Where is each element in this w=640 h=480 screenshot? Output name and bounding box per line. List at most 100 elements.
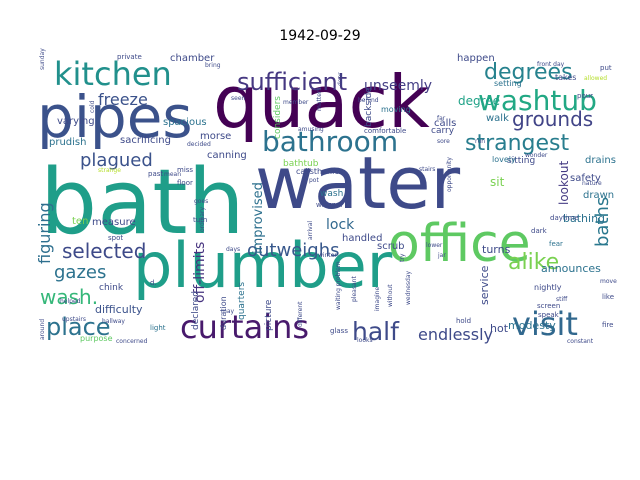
word-spot: spot: [108, 234, 123, 242]
word-sore: sore: [437, 138, 450, 145]
word-strangest: strangest: [465, 131, 570, 156]
word-office: office: [388, 214, 531, 274]
word-duration: duration: [219, 296, 228, 330]
word-backside: backside: [364, 87, 374, 127]
word-kitchen: kitchen: [54, 55, 172, 93]
word-lower: lower: [426, 242, 443, 249]
word-setting: setting: [494, 79, 522, 88]
word-handled: handled: [342, 233, 382, 244]
word-figuring: figuring: [35, 202, 54, 264]
word-quarters: quarters: [237, 282, 247, 320]
word-d: d.: [150, 279, 157, 287]
word-scrub: scrub: [377, 241, 405, 252]
word-daytime: daytime: [550, 214, 579, 222]
word-water: water: [255, 141, 461, 225]
word-improvised: improvised: [251, 182, 266, 254]
word-try: try: [399, 253, 406, 262]
word-jar: jar: [437, 252, 446, 259]
word-front-day: front day: [537, 61, 565, 68]
word-matters: matters: [316, 87, 323, 111]
word-screen: screen: [537, 302, 560, 310]
word-unseemly: unseemly: [364, 78, 432, 94]
word-half: half: [352, 317, 400, 346]
word-plagued: plagued: [80, 150, 153, 171]
word-carry: carry: [431, 126, 455, 136]
word-takes: takes: [555, 73, 576, 82]
word-comfortable: comfortable: [364, 127, 406, 135]
word-hold: hold: [456, 317, 471, 325]
word-varying: varying: [57, 116, 95, 127]
word-without: without: [387, 284, 394, 307]
word-sufficient: sufficient: [237, 68, 347, 96]
word-wash: wash: [320, 189, 343, 199]
word-morse: morse: [200, 131, 231, 142]
word-pleasant: pleasant: [351, 276, 358, 302]
word-bathroom: bathroom: [262, 125, 398, 158]
word-chink: chink: [99, 283, 124, 293]
word-declared: declared: [191, 291, 201, 330]
word-service: service: [478, 265, 491, 305]
word-washtub: washtub: [478, 84, 597, 117]
word-lookout: lookout: [557, 161, 571, 205]
word-pipes: pipes: [37, 83, 193, 151]
word-drains: drains: [585, 155, 616, 166]
word-strange: strange: [98, 167, 121, 174]
word-allowed: allowed: [584, 75, 607, 82]
word-member: member: [283, 99, 309, 106]
word-sit: sit: [490, 175, 505, 189]
word-considers: considers: [273, 96, 283, 139]
word-upstairs: upstairs: [62, 316, 86, 323]
word-fear: fear: [549, 240, 563, 248]
word-looks: looks: [357, 337, 373, 344]
word-light: light: [150, 324, 166, 332]
word-hallway: hallway: [102, 318, 125, 325]
word-moving: moving: [381, 105, 411, 114]
word-hot: hot: [490, 322, 509, 335]
word-difficulty: difficulty: [95, 303, 143, 316]
word-decided: decided: [187, 141, 211, 148]
word-drawn: drawn: [583, 190, 614, 201]
word-alike: alike: [508, 250, 559, 275]
word-waiting-problem: waiting problem: [335, 261, 342, 310]
word-selected: selected: [62, 239, 146, 263]
word-different: different: [297, 301, 304, 327]
word-stairs: stairs: [419, 166, 435, 173]
word-place: place: [46, 313, 111, 341]
word-may: may: [221, 308, 235, 315]
word-wash: wash.: [40, 285, 98, 309]
word-happen: happen: [457, 53, 495, 64]
word-fire: fire: [602, 321, 613, 329]
word-past: past: [148, 170, 163, 178]
word-freeze: freeze: [98, 90, 148, 109]
word-visit: visit: [512, 305, 578, 343]
chart-title: 1942-09-29: [279, 28, 361, 44]
word-door: door: [337, 72, 344, 86]
word-wednesday: wednesday: [405, 270, 412, 305]
word-endlessly: endlessly: [418, 325, 493, 344]
word-nature: nature: [582, 180, 602, 187]
word-nightly: nightly: [534, 283, 562, 292]
word-bathing: bathing: [563, 212, 605, 225]
word-degrees: degrees: [484, 60, 573, 85]
word-sacrificing: sacrificing: [120, 135, 171, 146]
word-pour: pour: [577, 92, 593, 100]
word-curtains: curtains: [180, 308, 309, 346]
word-off-limits: off-limits: [192, 242, 208, 303]
word-turns: turns: [482, 243, 511, 256]
word-sunday: sunday: [39, 48, 46, 70]
word-ten: ten: [72, 216, 88, 227]
word-quack: quack: [213, 60, 430, 144]
word-measure: measure: [92, 217, 136, 228]
word-modesty: modesty: [508, 319, 556, 332]
word-announces: announces: [541, 262, 601, 275]
word-speak: speak: [538, 311, 560, 319]
word-sitting: sitting: [507, 156, 535, 166]
word-degree: degree: [458, 94, 500, 108]
word-winter: winter: [318, 252, 337, 259]
word-turn: turn: [193, 216, 207, 224]
word-baths: baths: [592, 197, 613, 247]
word-goes: goes: [194, 198, 208, 205]
word-wonder: wonder: [525, 152, 548, 159]
word-put: put: [600, 64, 612, 72]
word-amusing: amusing: [298, 126, 324, 133]
